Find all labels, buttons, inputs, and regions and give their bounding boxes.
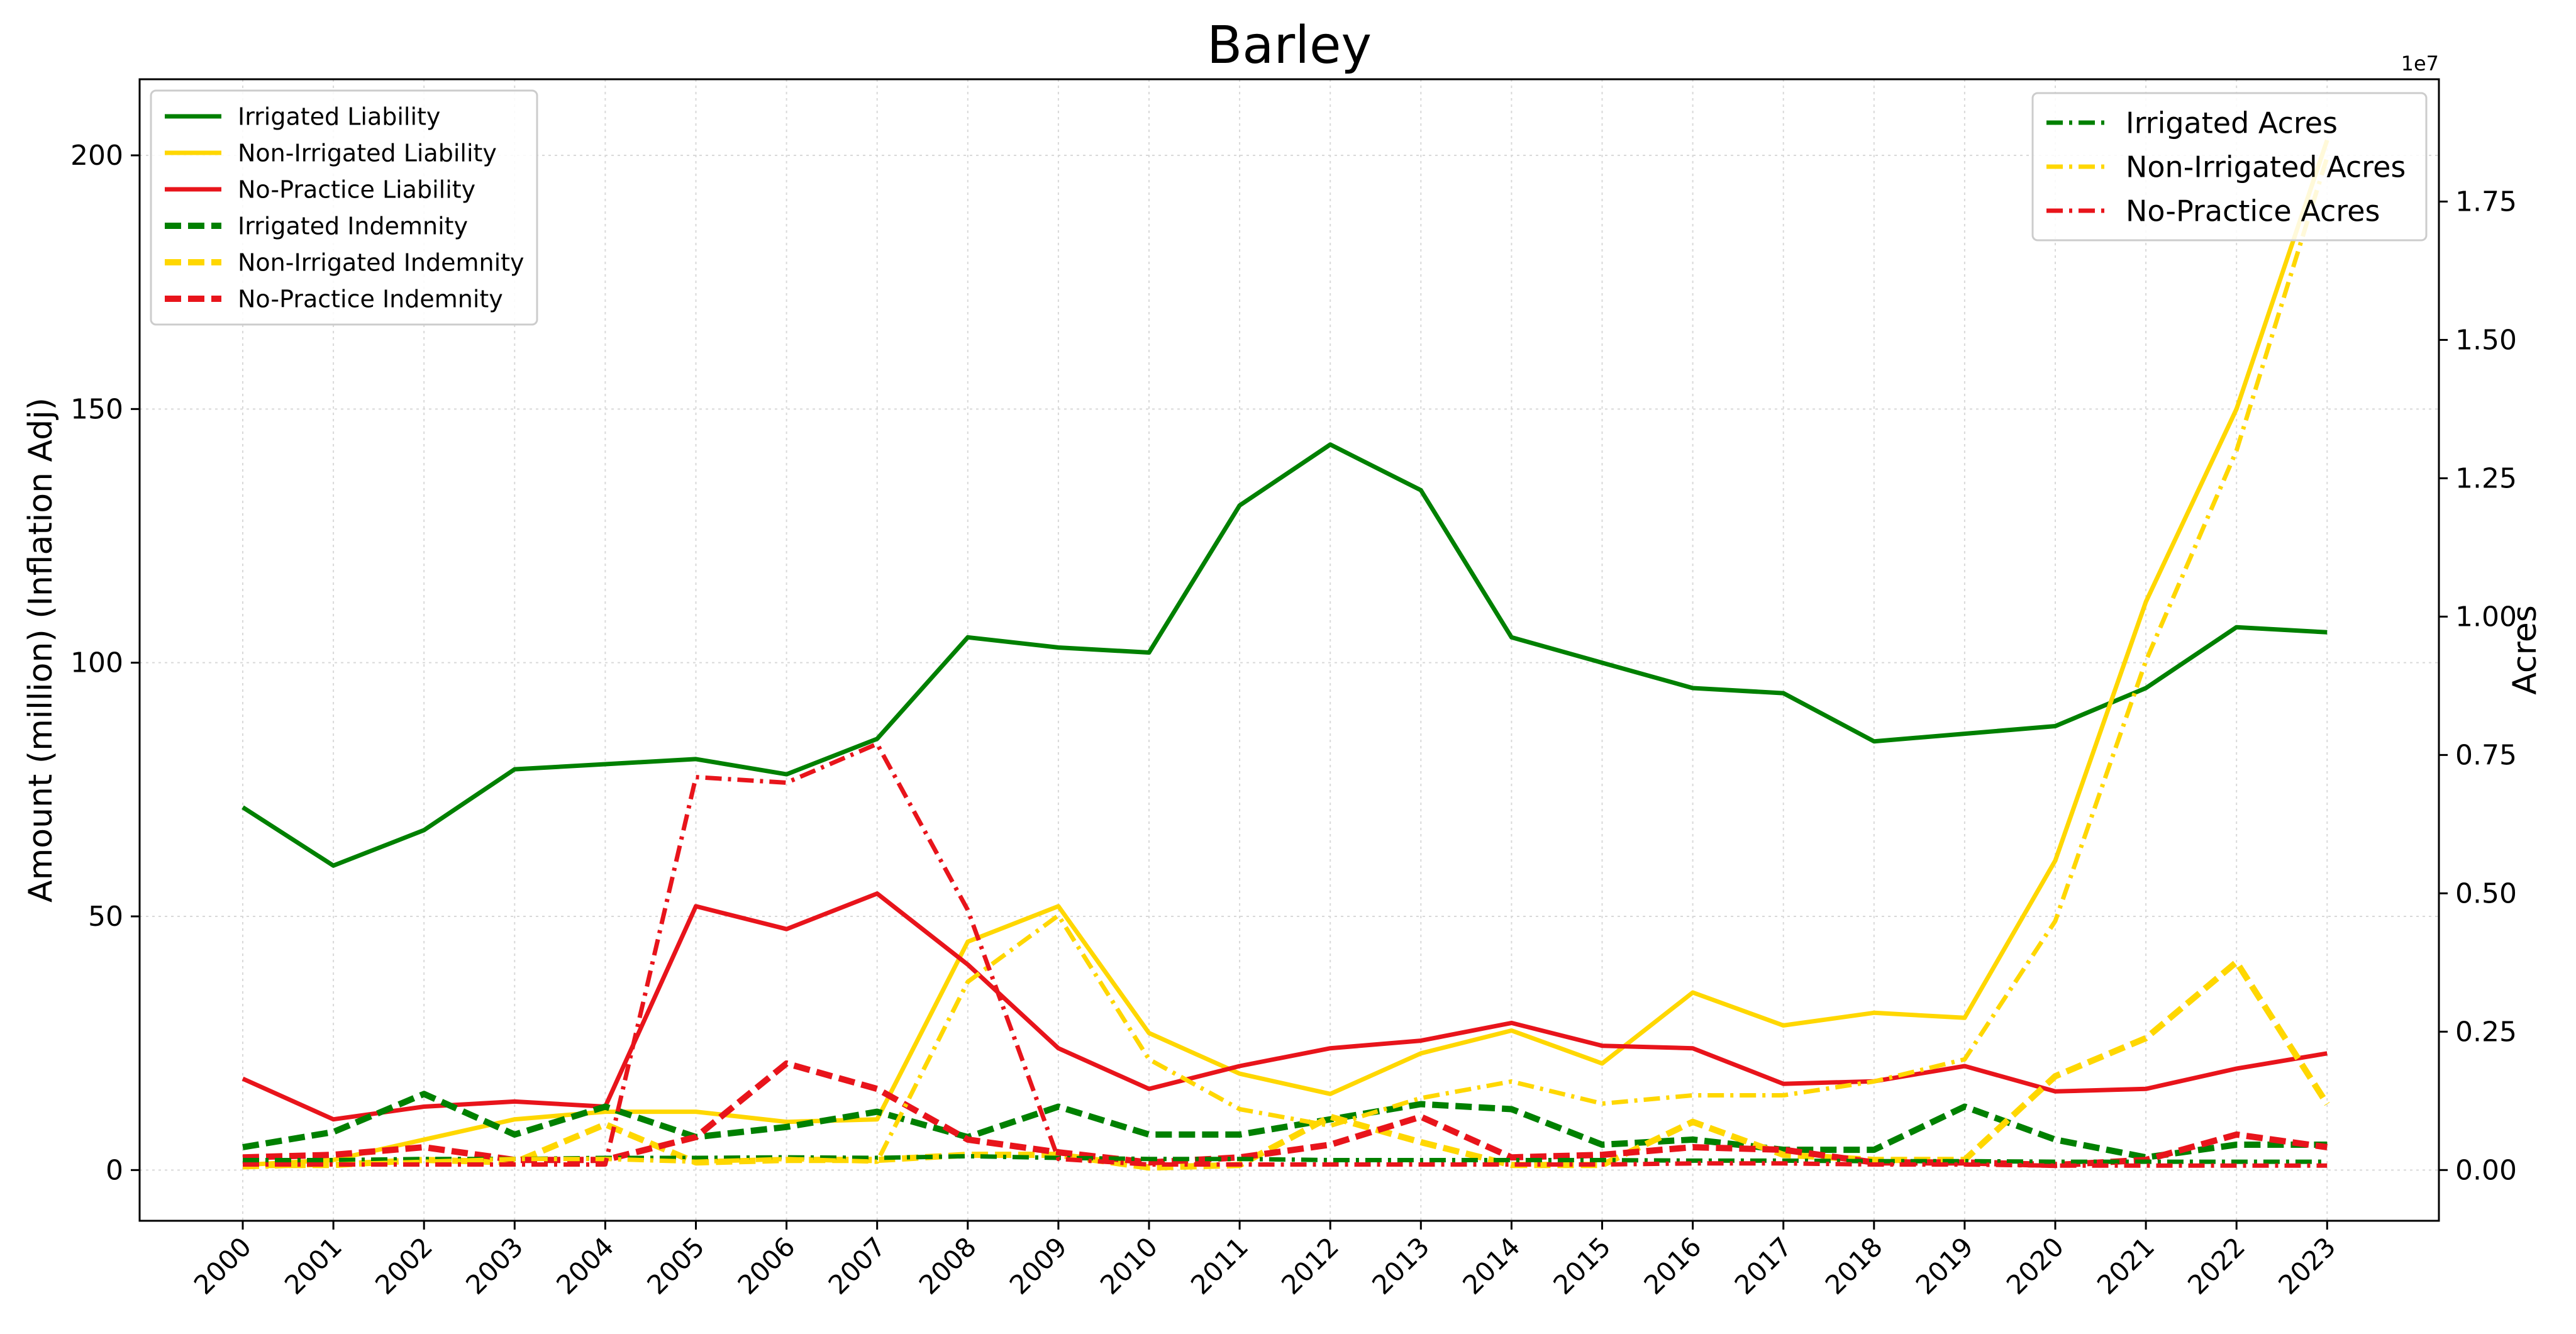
legend-label: No-Practice Acres bbox=[2126, 194, 2380, 228]
series-line-3 bbox=[242, 1091, 2328, 1161]
y-tick-label-left: 200 bbox=[70, 140, 123, 172]
x-tick-label: 2016 bbox=[1638, 1231, 1707, 1300]
legend-box bbox=[2031, 92, 2428, 242]
x-tick-label: 2015 bbox=[1547, 1231, 1616, 1300]
x-tick-label: 2013 bbox=[1366, 1231, 1435, 1300]
x-tick-label: 2019 bbox=[1910, 1231, 1979, 1300]
y-tick-label-right: 1.00 bbox=[2455, 601, 2517, 633]
x-tick-label: 2022 bbox=[2182, 1231, 2251, 1300]
x-tick-label: 2014 bbox=[1457, 1231, 1526, 1300]
y-tick-label-right: 1.25 bbox=[2455, 462, 2517, 494]
y-tick-label-right: 0.00 bbox=[2455, 1154, 2517, 1186]
x-tick-label: 2000 bbox=[188, 1231, 257, 1300]
y-tick-label-right: 0.50 bbox=[2455, 877, 2517, 909]
series-line-0 bbox=[242, 442, 2328, 868]
legend-label: Non-Irrigated Acres bbox=[2126, 150, 2406, 184]
x-tick-label: 2006 bbox=[731, 1231, 801, 1300]
y-tick-label-left: 150 bbox=[70, 393, 123, 425]
y-tick-label-left: 100 bbox=[70, 647, 123, 679]
series-line-6 bbox=[243, 1153, 2328, 1164]
x-tick-label: 2012 bbox=[1275, 1231, 1345, 1300]
x-tick-label: 2011 bbox=[1185, 1231, 1254, 1300]
series-layer bbox=[242, 139, 2330, 1171]
legend-right: Irrigated Acres Non-Irrigated Acres No-Pra… bbox=[2031, 92, 2428, 242]
legend-label: Irrigated Liability bbox=[238, 103, 440, 131]
legend-left: Irrigated Liability Non-Irrigated Liabili… bbox=[150, 89, 538, 326]
x-tick-label: 2020 bbox=[2001, 1231, 2070, 1300]
x-tick-label: 2018 bbox=[1819, 1231, 1889, 1300]
y-tick-label-right: 1.75 bbox=[2455, 186, 2517, 218]
plot-frame bbox=[138, 78, 2440, 1222]
x-tick-label: 2021 bbox=[2091, 1231, 2160, 1300]
y-tick-label-left: 0 bbox=[106, 1154, 123, 1186]
x-tick-label: 2009 bbox=[1004, 1231, 1073, 1300]
series-line-2 bbox=[242, 891, 2328, 1122]
y-axis-label-right: Acres bbox=[2506, 605, 2544, 695]
legend-label: Irrigated Acres bbox=[2126, 106, 2338, 140]
x-tick-label: 2010 bbox=[1094, 1231, 1163, 1300]
x-tick-label: 2007 bbox=[823, 1231, 892, 1300]
legend-label: No-Practice Liability bbox=[238, 176, 475, 204]
legend-box bbox=[150, 89, 538, 326]
series-line-1 bbox=[242, 139, 2329, 1167]
y2-axis-multiplier: 1e7 bbox=[2401, 52, 2439, 75]
y-tick-label-right: 1.50 bbox=[2455, 324, 2517, 356]
legend-label: No-Practice Indemnity bbox=[238, 286, 503, 313]
x-tick-label: 2003 bbox=[460, 1231, 529, 1300]
x-tick-label: 2002 bbox=[369, 1231, 438, 1300]
x-tick-label: 2023 bbox=[2272, 1231, 2341, 1300]
x-tick-label: 2008 bbox=[913, 1231, 982, 1300]
y-axis-label-left: Amount (million) (Inflation Adj) bbox=[22, 397, 60, 903]
series-line-8 bbox=[243, 742, 2328, 1168]
y-tick-label-right: 0.25 bbox=[2455, 1016, 2517, 1048]
x-tick-label: 2004 bbox=[550, 1231, 619, 1300]
legend-label: Non-Irrigated Indemnity bbox=[238, 249, 525, 277]
x-tick-label: 2017 bbox=[1729, 1231, 1798, 1300]
x-tick-label: 2001 bbox=[279, 1231, 348, 1300]
series-line-4 bbox=[243, 959, 2330, 1171]
legend-label: Irrigated Indemnity bbox=[238, 213, 468, 240]
y-tick-label-left: 50 bbox=[88, 901, 123, 933]
legend-label: Non-Irrigated Liability bbox=[238, 140, 497, 167]
x-tick-label: 2005 bbox=[641, 1231, 710, 1300]
chart-title: Barley bbox=[1207, 16, 1372, 75]
y-tick-label-right: 0.75 bbox=[2455, 739, 2517, 771]
